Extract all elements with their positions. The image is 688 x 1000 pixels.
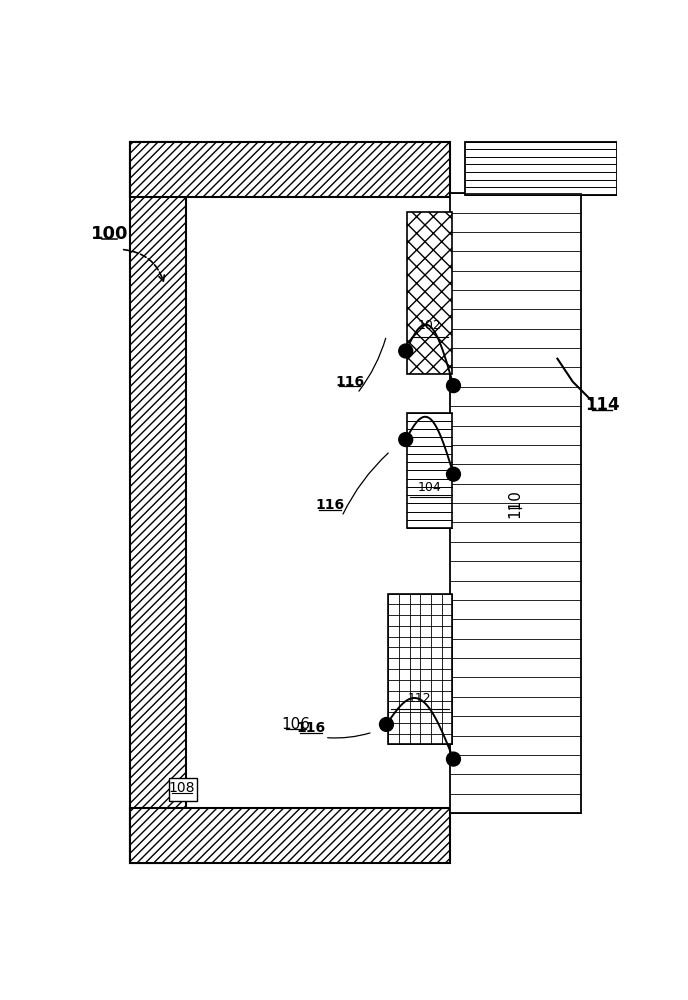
Circle shape [399, 433, 413, 446]
Bar [450, 193, 581, 813]
Text: 102: 102 [418, 319, 442, 332]
Bar [388, 594, 452, 744]
Bar [130, 808, 450, 863]
Bar [407, 413, 452, 528]
Bar [407, 212, 452, 374]
Text: 110: 110 [508, 489, 523, 518]
Text: 100: 100 [91, 225, 128, 243]
Bar [169, 778, 197, 801]
Text: 112: 112 [408, 692, 432, 705]
Text: 106: 106 [281, 717, 310, 732]
Text: 116: 116 [335, 375, 364, 389]
Bar [130, 142, 186, 863]
Circle shape [447, 379, 460, 393]
Circle shape [447, 467, 460, 481]
Circle shape [380, 718, 394, 731]
Text: 116: 116 [297, 721, 325, 735]
Text: 104: 104 [418, 481, 442, 494]
Text: 116: 116 [316, 498, 345, 512]
Bar [186, 197, 450, 808]
Circle shape [447, 752, 460, 766]
Text: 108: 108 [169, 781, 195, 795]
Bar [130, 142, 450, 197]
Bar [465, 142, 618, 195]
Circle shape [399, 344, 413, 358]
Text: 114: 114 [585, 396, 619, 414]
